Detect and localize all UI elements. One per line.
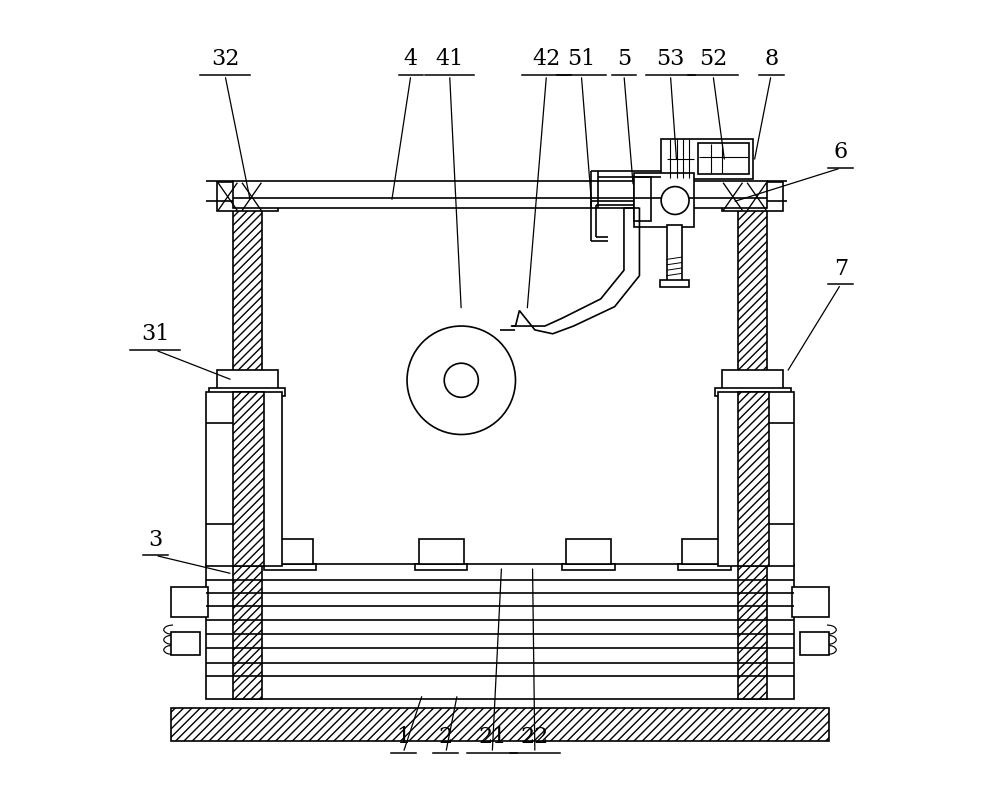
Circle shape (407, 326, 515, 434)
Text: 2: 2 (439, 726, 453, 748)
Text: 51: 51 (567, 48, 595, 70)
Bar (233, 392, 264, 567)
Bar (660, 279, 689, 287)
Text: 52: 52 (699, 48, 727, 70)
Bar (698, 143, 749, 174)
Bar (792, 587, 829, 617)
Bar (217, 182, 278, 211)
Bar (634, 177, 651, 221)
Bar (682, 539, 727, 564)
Text: 4: 4 (404, 48, 418, 70)
Text: 22: 22 (521, 726, 549, 748)
Text: 32: 32 (211, 48, 239, 70)
Bar (678, 564, 731, 570)
Bar (718, 392, 794, 567)
Text: 31: 31 (141, 324, 169, 345)
Bar (264, 564, 316, 570)
Bar (206, 392, 282, 567)
Bar (722, 370, 783, 390)
Bar (217, 370, 278, 390)
Circle shape (661, 186, 689, 215)
Bar (171, 632, 200, 655)
Bar (634, 173, 694, 227)
Bar (171, 708, 829, 741)
Bar (171, 587, 208, 617)
Text: 53: 53 (656, 48, 685, 70)
Text: 3: 3 (148, 529, 162, 550)
Bar (667, 225, 682, 281)
Bar (233, 181, 767, 208)
Bar (562, 564, 615, 570)
Bar (661, 139, 753, 179)
Bar (233, 203, 262, 700)
Text: 8: 8 (764, 48, 778, 70)
Text: 5: 5 (617, 48, 631, 70)
Bar (800, 632, 829, 655)
Bar (206, 564, 794, 700)
Text: 42: 42 (532, 48, 561, 70)
Text: 7: 7 (834, 257, 848, 279)
Bar (738, 392, 769, 567)
Circle shape (444, 363, 478, 397)
Bar (415, 564, 467, 570)
Text: 1: 1 (396, 726, 410, 748)
Bar (738, 203, 767, 700)
Bar (715, 388, 791, 395)
Bar (268, 539, 313, 564)
Bar (722, 182, 783, 211)
Bar (566, 539, 611, 564)
Bar (209, 388, 285, 395)
Bar (419, 539, 464, 564)
Text: 6: 6 (834, 141, 848, 163)
Text: 41: 41 (436, 48, 464, 70)
Text: 21: 21 (478, 726, 506, 748)
